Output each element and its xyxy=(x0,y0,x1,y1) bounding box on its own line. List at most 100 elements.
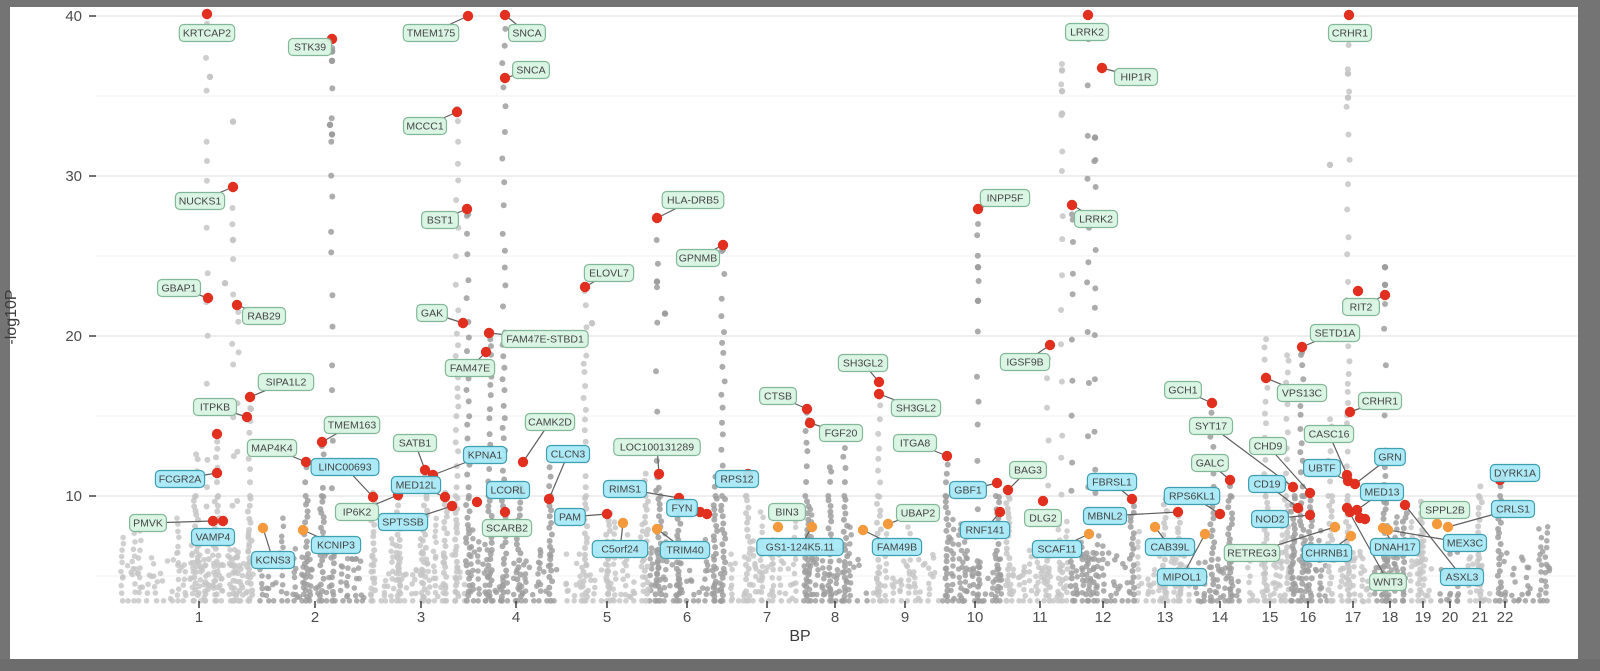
background-point xyxy=(985,575,991,582)
gene-label-box xyxy=(287,37,333,57)
background-point xyxy=(1512,579,1518,585)
background-point xyxy=(1235,578,1241,585)
tower-point xyxy=(1059,432,1066,439)
background-point xyxy=(856,562,862,569)
background-point xyxy=(258,580,265,587)
gene-label-CASC16: CASC16 xyxy=(1303,424,1355,444)
tower-point xyxy=(1084,597,1091,604)
background-point xyxy=(611,519,618,525)
tower-point xyxy=(1227,586,1234,593)
background-point xyxy=(164,558,171,564)
tower-point xyxy=(944,587,951,594)
tower-point xyxy=(229,205,236,211)
tower-point xyxy=(603,531,610,538)
tower-point xyxy=(1129,568,1136,574)
tower-point xyxy=(943,546,950,552)
tower-point xyxy=(214,508,221,515)
tower-point xyxy=(743,597,750,604)
background-point xyxy=(1275,581,1281,587)
tower-point xyxy=(229,562,236,569)
gene-label-CRHR1: CRHR1 xyxy=(1357,391,1403,411)
background-point xyxy=(1212,589,1219,595)
background-point xyxy=(511,560,517,567)
background-point xyxy=(1064,566,1071,572)
tower-point xyxy=(453,484,460,491)
tower-point xyxy=(1284,544,1291,551)
tower-point xyxy=(304,513,311,520)
tower-point xyxy=(194,592,201,599)
tower-point xyxy=(875,430,882,437)
background-point xyxy=(821,588,828,595)
tower-point xyxy=(1326,502,1333,509)
tower-point xyxy=(513,536,520,542)
background-point xyxy=(564,598,570,604)
background-point xyxy=(239,572,246,579)
tower-point xyxy=(583,493,589,499)
gene-label-text: CAMK2D xyxy=(528,417,572,429)
tower-point xyxy=(1497,579,1504,586)
gene-label-ITPKB: ITPKB xyxy=(192,397,238,417)
background-point xyxy=(663,566,669,573)
background-point xyxy=(1064,518,1070,525)
significant-point-NUCKS1 xyxy=(227,181,239,193)
background-point xyxy=(621,560,628,566)
background-point xyxy=(757,557,764,564)
tower-point xyxy=(719,592,726,599)
gene-label-text: CHRNB1 xyxy=(1305,548,1348,560)
tower-point xyxy=(1003,582,1010,589)
tower-point xyxy=(396,536,403,543)
tower-point xyxy=(1299,483,1306,490)
tower-point xyxy=(453,575,460,582)
background-point xyxy=(926,580,932,587)
tower-point xyxy=(234,549,241,556)
background-point xyxy=(728,575,735,581)
tower-point xyxy=(1211,539,1218,546)
tower-point xyxy=(825,572,832,579)
tower-point xyxy=(841,479,848,486)
tower-point xyxy=(584,523,590,530)
tower-point xyxy=(213,454,219,461)
background-point xyxy=(180,582,187,588)
tower-point xyxy=(654,571,661,578)
tower-point xyxy=(1208,571,1215,578)
tower-point xyxy=(320,529,326,536)
tower-point xyxy=(722,559,729,566)
tower-point xyxy=(974,328,981,335)
background-point xyxy=(950,563,956,569)
tower-point xyxy=(1044,375,1050,382)
tower-point xyxy=(455,448,462,455)
tower-point xyxy=(825,493,832,499)
gene-label-box xyxy=(250,550,296,570)
gene-label-box xyxy=(1359,482,1405,502)
tower-point xyxy=(1345,234,1352,241)
background-point xyxy=(728,582,735,588)
tower-point xyxy=(719,419,725,426)
gene-label-FAM47E-STBD1: FAM47E-STBD1 xyxy=(501,329,589,349)
tower-point xyxy=(1380,564,1387,571)
tower-point xyxy=(501,129,508,135)
tower-point xyxy=(205,556,212,563)
suggestive-point-CHRNB1 xyxy=(1345,530,1357,542)
tower-point xyxy=(974,373,980,380)
tower-point xyxy=(372,587,378,594)
background-point xyxy=(1038,574,1044,581)
gene-label-box xyxy=(310,535,362,555)
tower-point xyxy=(202,590,209,597)
gray-dot xyxy=(221,280,229,287)
tower-point xyxy=(454,385,461,392)
gene-label-text: HIP1R xyxy=(1121,72,1152,84)
tower-point xyxy=(1090,549,1097,556)
tower-point xyxy=(303,565,310,572)
background-point xyxy=(1124,580,1131,586)
gene-label-text: TRIM40 xyxy=(666,545,704,557)
tower-point xyxy=(1206,587,1213,594)
tower-point xyxy=(319,588,326,595)
tower-point xyxy=(1475,493,1482,499)
tower-point xyxy=(329,437,336,444)
background-point xyxy=(280,523,287,530)
suggestive-point-KCNS3 xyxy=(257,522,269,534)
background-point xyxy=(175,528,181,535)
tower-point xyxy=(1308,523,1315,530)
background-point xyxy=(151,584,158,590)
